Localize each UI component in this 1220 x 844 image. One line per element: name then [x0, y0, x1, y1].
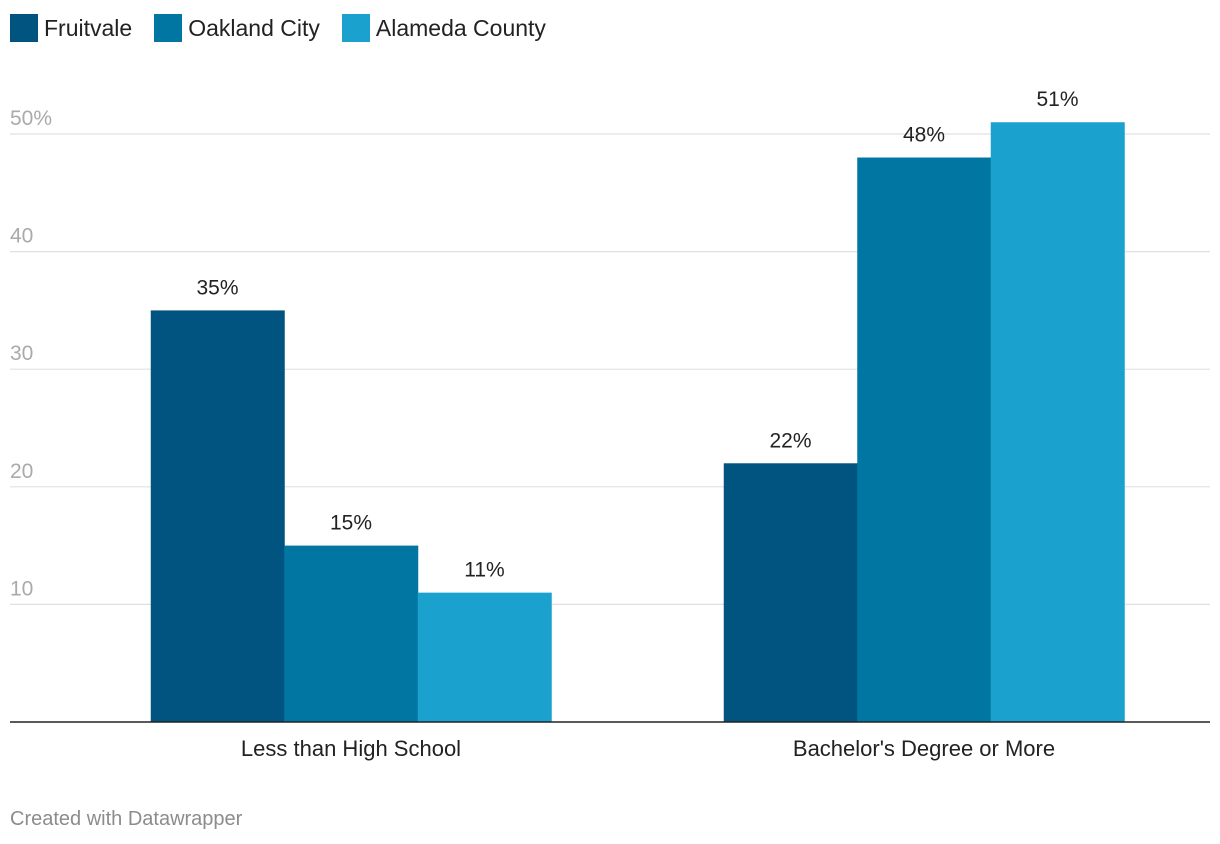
- legend-label-alameda-county: Alameda County: [375, 15, 546, 41]
- value-label-oakland-city-1: 48%: [903, 124, 945, 147]
- value-label-fruitvale-1: 22%: [769, 429, 811, 452]
- y-tick-label-20: 20: [10, 460, 33, 483]
- legend-swatch-oakland-city: [154, 14, 183, 42]
- bar-fruitvale-0: [150, 310, 285, 722]
- value-label-alameda-county-0: 11%: [464, 559, 504, 582]
- y-tick-label-10: 10: [10, 577, 33, 600]
- bar-oakland-city-1: [857, 157, 992, 722]
- legend: Fruitvale Oakland City Alameda County: [10, 14, 546, 42]
- legend-swatch-alameda-county: [341, 14, 370, 42]
- legend-label-oakland-city: Oakland City: [188, 15, 320, 41]
- bar-fruitvale-1: [723, 463, 858, 722]
- y-tick-label-50: 50%: [10, 107, 52, 130]
- legend-label-fruitvale: Fruitvale: [44, 15, 133, 41]
- bar-alameda-county-0: [417, 592, 552, 722]
- value-label-oakland-city-0: 15%: [330, 512, 372, 535]
- y-tick-label-30: 30: [10, 342, 33, 365]
- datawrapper-credit: Created with Datawrapper: [10, 808, 243, 830]
- category-label-1: Bachelor's Degree or More: [793, 736, 1055, 761]
- category-label-0: Less than High School: [241, 736, 461, 761]
- legend-item-alameda-county: Alameda County: [341, 14, 546, 42]
- bar-oakland-city-0: [284, 545, 419, 722]
- legend-item-fruitvale: Fruitvale: [10, 14, 132, 42]
- legend-swatch-fruitvale: [10, 14, 38, 42]
- value-label-fruitvale-0: 35%: [196, 276, 238, 299]
- y-tick-label-40: 40: [10, 225, 33, 248]
- bar-alameda-county-1: [990, 122, 1125, 723]
- bar-chart: 10 20 30 40 50% 35% 15% 11% Less than High Schoo…: [10, 88, 1210, 761]
- legend-item-oakland-city: Oakland City: [154, 14, 320, 42]
- value-label-alameda-county-1: 51%: [1036, 88, 1078, 111]
